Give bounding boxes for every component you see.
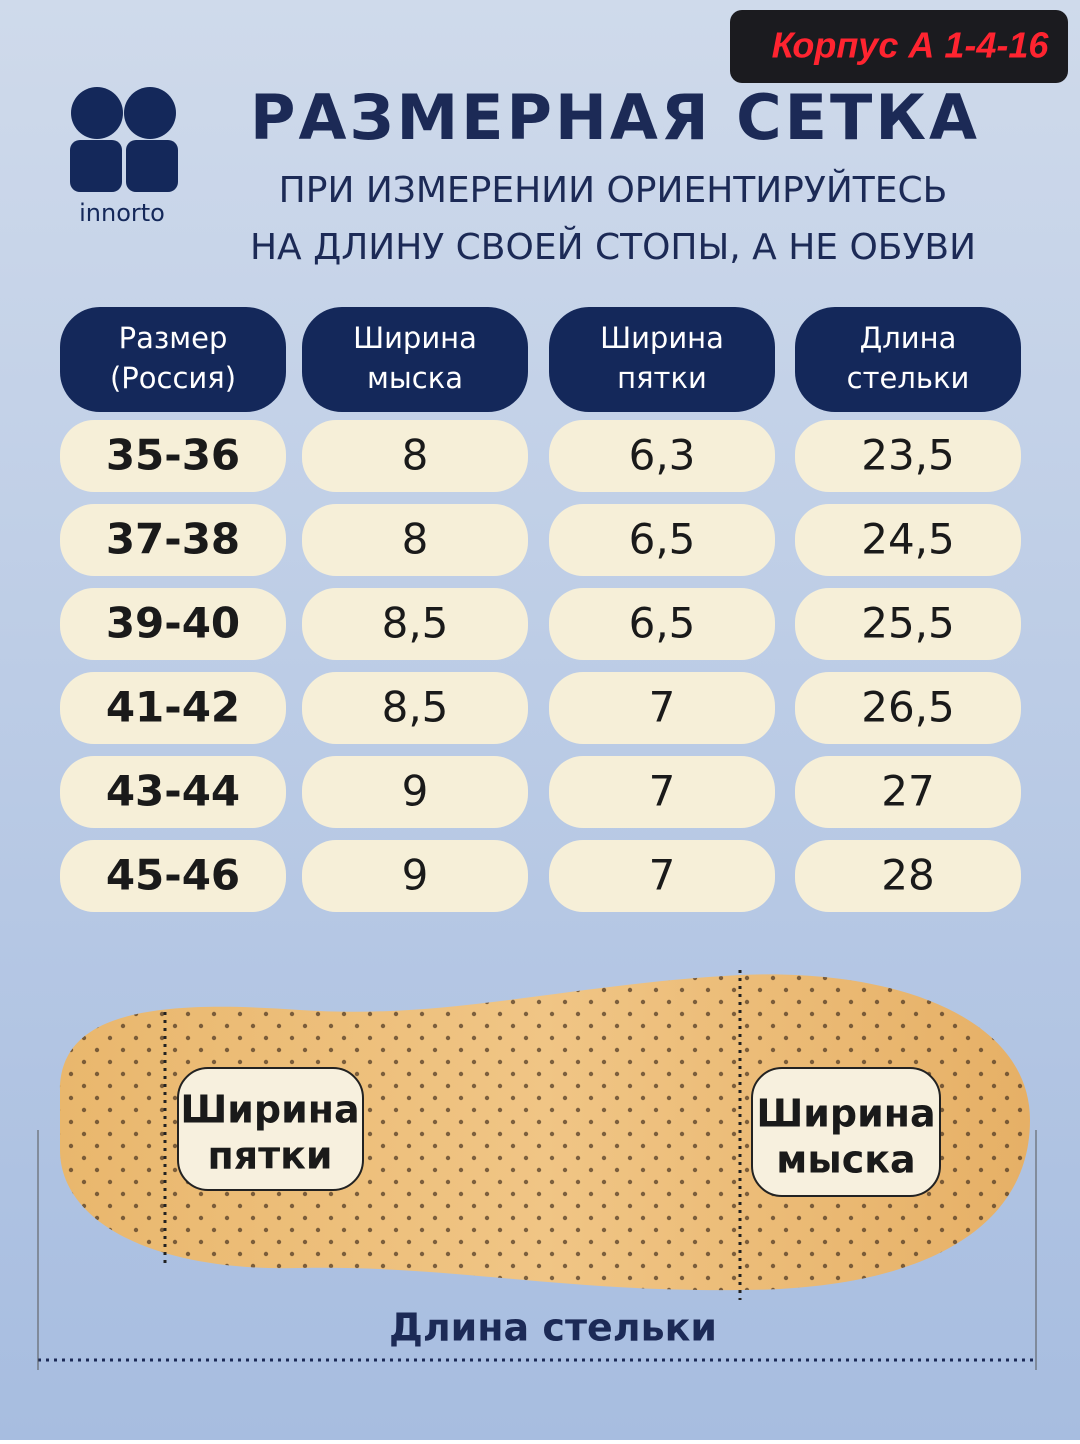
cell-value: 9: [402, 767, 429, 816]
table-cell: [60, 756, 286, 828]
badge-box: [730, 10, 1068, 83]
size-table: Размер (Россия) Ширина мыска Ширина пятки Длин…: [60, 307, 1021, 912]
column-header: мыска: [367, 361, 463, 395]
cell-value: 26,5: [861, 683, 955, 732]
heel-label-box: [177, 1067, 364, 1191]
cell-value: 6,3: [629, 431, 696, 480]
cell-value: 6,5: [629, 515, 696, 564]
insole-holes: [60, 974, 1030, 1291]
table-cell: [795, 420, 1021, 492]
table-cell: [795, 840, 1021, 912]
table-cell: [302, 420, 528, 492]
cell-value: 24,5: [861, 515, 955, 564]
column-header: Ширина: [353, 321, 477, 355]
subtitle: НА ДЛИНУ СВОЕЙ СТОПЫ, А НЕ ОБУВИ: [250, 226, 976, 268]
table-cell: [60, 588, 286, 660]
table-cell: [549, 504, 775, 576]
header-cell: [549, 307, 775, 412]
table-cell: [549, 756, 775, 828]
table-cell: [549, 672, 775, 744]
column-header: Ширина: [600, 321, 724, 355]
table-cell: [795, 504, 1021, 576]
cell-value: 45-46: [106, 851, 240, 900]
table-cell: [795, 756, 1021, 828]
insole: Ширина пятки Ширина мыска Длина стельки: [37, 970, 1037, 1370]
cell-value: 39-40: [106, 599, 240, 648]
heel-label: Ширина: [180, 1088, 359, 1132]
toe-label: мыска: [776, 1138, 915, 1182]
table-cell: [302, 756, 528, 828]
cell-value: 7: [649, 851, 676, 900]
title: РАЗМЕРНАЯ СЕТКА: [250, 81, 980, 154]
cell-value: 8: [402, 431, 429, 480]
column-header: Размер: [119, 321, 228, 355]
cell-value: 7: [649, 767, 676, 816]
table-cell: [302, 672, 528, 744]
header-cell: [795, 307, 1021, 412]
cell-value: 8,5: [382, 683, 449, 732]
column-header: пятки: [617, 361, 707, 395]
cell-value: 35-36: [106, 431, 240, 480]
logo: [70, 87, 178, 192]
table-cell: [302, 588, 528, 660]
table-cell: [60, 504, 286, 576]
cell-value: 9: [402, 851, 429, 900]
cell-value: 8: [402, 515, 429, 564]
cell-value: 37-38: [106, 515, 240, 564]
cell-value: 7: [649, 683, 676, 732]
table-cell: [795, 672, 1021, 744]
table-cell: [302, 840, 528, 912]
length-label: Длина стельки: [389, 1306, 717, 1350]
table-cell: [549, 420, 775, 492]
subtitle: ПРИ ИЗМЕРЕНИИ ОРИЕНТИРУЙТЕСЬ: [279, 169, 948, 211]
cell-value: 43-44: [106, 767, 240, 816]
column-header: стельки: [847, 361, 970, 395]
cell-value: 23,5: [861, 431, 955, 480]
cell-value: 27: [881, 767, 934, 816]
badge: Корпус А 1-4-16: [772, 25, 1050, 66]
cell-value: 41-42: [106, 683, 240, 732]
table-cell: [549, 840, 775, 912]
table-cell: [795, 588, 1021, 660]
column-header: Длина: [860, 321, 957, 355]
column-header: (Россия): [110, 361, 236, 395]
cell-value: 25,5: [861, 599, 955, 648]
toe-label: Ширина: [756, 1092, 935, 1136]
table-cell: [60, 420, 286, 492]
table-cell: [60, 672, 286, 744]
cell-value: 8,5: [382, 599, 449, 648]
heel-label: пятки: [207, 1134, 332, 1178]
brand: innorto: [79, 199, 165, 227]
cell-value: 6,5: [629, 599, 696, 648]
table-cell: [60, 840, 286, 912]
cell-value: 28: [881, 851, 934, 900]
table-cell: [549, 588, 775, 660]
header-cell: [60, 307, 286, 412]
toe-label-box: [751, 1067, 941, 1197]
table-cell: [302, 504, 528, 576]
header-cell: [302, 307, 528, 412]
